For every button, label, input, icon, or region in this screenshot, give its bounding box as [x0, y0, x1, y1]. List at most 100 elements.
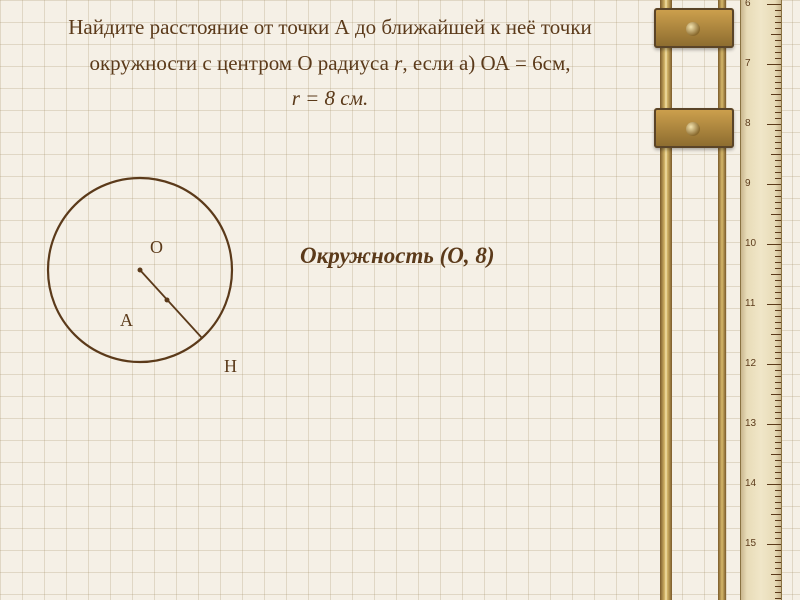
ruler-tick	[775, 46, 781, 47]
ruler-tick	[775, 556, 781, 557]
ruler-tick	[775, 82, 781, 83]
ruler-tick	[767, 124, 781, 125]
ruler-tick	[775, 418, 781, 419]
ruler-tick	[775, 148, 781, 149]
ornament-screw-top	[686, 22, 700, 36]
ruler-tick	[775, 502, 781, 503]
ruler-tick	[775, 172, 781, 173]
label-A: А	[120, 310, 133, 331]
ruler-tick	[775, 310, 781, 311]
ruler-tick	[775, 388, 781, 389]
ruler-tick	[771, 94, 781, 95]
ruler-tick	[771, 214, 781, 215]
answer-text: Окружность (О, 8)	[300, 243, 495, 269]
ruler-tick	[775, 568, 781, 569]
ruler-tick	[775, 472, 781, 473]
ruler-tick	[767, 364, 781, 365]
ruler-tick	[775, 196, 781, 197]
ornament-gold-bar-left	[660, 0, 672, 600]
ruler-tick	[775, 382, 781, 383]
ruler-tick	[775, 112, 781, 113]
ruler-tick	[775, 412, 781, 413]
ruler-tick	[775, 352, 781, 353]
ruler-number: 9	[745, 178, 751, 189]
ruler-tick	[775, 142, 781, 143]
ruler-number: 10	[745, 238, 756, 249]
ruler-tick	[775, 280, 781, 281]
ruler-tick	[775, 52, 781, 53]
ruler-tick	[775, 460, 781, 461]
label-H: Н	[224, 356, 237, 377]
ruler-tick	[767, 4, 781, 5]
ruler-number: 11	[745, 298, 755, 309]
ruler-tick	[775, 430, 781, 431]
ruler-tick	[775, 346, 781, 347]
ruler-tick	[775, 238, 781, 239]
ruler-tick	[767, 244, 781, 245]
ruler-tick	[775, 550, 781, 551]
ornament-gold-bar-mid	[718, 0, 726, 600]
ruler-number: 13	[745, 418, 756, 429]
ruler-tick	[775, 160, 781, 161]
ruler: 6 7 8 9 10 11 12 13 14 15	[740, 0, 782, 600]
ruler-tick	[775, 526, 781, 527]
ruler-tick	[771, 154, 781, 155]
ruler-tick	[775, 88, 781, 89]
ruler-tick	[775, 292, 781, 293]
ruler-tick	[771, 274, 781, 275]
ruler-tick	[775, 76, 781, 77]
ruler-tick	[767, 304, 781, 305]
ruler-tick	[775, 490, 781, 491]
ruler-tick	[775, 466, 781, 467]
ruler-tick	[775, 16, 781, 17]
ruler-tick	[775, 436, 781, 437]
ruler-tick	[771, 394, 781, 395]
ruler-tick	[775, 538, 781, 539]
ruler-tick	[775, 22, 781, 23]
ruler-tick	[771, 454, 781, 455]
ruler-tick	[775, 250, 781, 251]
ruler-number: 12	[745, 358, 756, 369]
point-A	[165, 298, 170, 303]
ruler-tick	[775, 220, 781, 221]
ruler-tick	[775, 496, 781, 497]
ruler-tick	[775, 520, 781, 521]
ruler-number: 15	[745, 538, 756, 549]
ruler-tick	[767, 64, 781, 65]
ornament-sidebar: 6 7 8 9 10 11 12 13 14 15	[660, 0, 800, 600]
ruler-tick	[775, 178, 781, 179]
ruler-tick	[775, 448, 781, 449]
ruler-tick	[775, 406, 781, 407]
ruler-number: 8	[745, 118, 751, 129]
ruler-tick	[771, 574, 781, 575]
ruler-tick	[775, 322, 781, 323]
ruler-tick	[771, 514, 781, 515]
label-O: О	[150, 237, 163, 258]
ruler-tick	[775, 400, 781, 401]
ruler-number: 6	[745, 0, 751, 9]
ruler-tick	[775, 508, 781, 509]
ruler-tick	[775, 202, 781, 203]
ornament-screw-mid	[686, 122, 700, 136]
segment-OA-extended	[140, 270, 202, 338]
ruler-tick	[775, 328, 781, 329]
ruler-tick	[775, 166, 781, 167]
ruler-tick	[775, 358, 781, 359]
ruler-tick	[775, 298, 781, 299]
point-O	[138, 268, 143, 273]
ruler-tick	[775, 70, 781, 71]
ruler-tick	[775, 58, 781, 59]
ruler-number: 7	[745, 58, 751, 69]
ruler-tick	[775, 532, 781, 533]
ruler-tick	[775, 190, 781, 191]
ruler-tick	[767, 484, 781, 485]
ruler-tick	[775, 580, 781, 581]
ruler-number: 14	[745, 478, 756, 489]
ruler-tick	[775, 442, 781, 443]
ruler-tick	[775, 592, 781, 593]
ruler-tick	[775, 316, 781, 317]
ruler-tick	[775, 598, 781, 599]
ruler-tick	[775, 130, 781, 131]
ruler-tick	[775, 226, 781, 227]
ruler-tick	[767, 424, 781, 425]
